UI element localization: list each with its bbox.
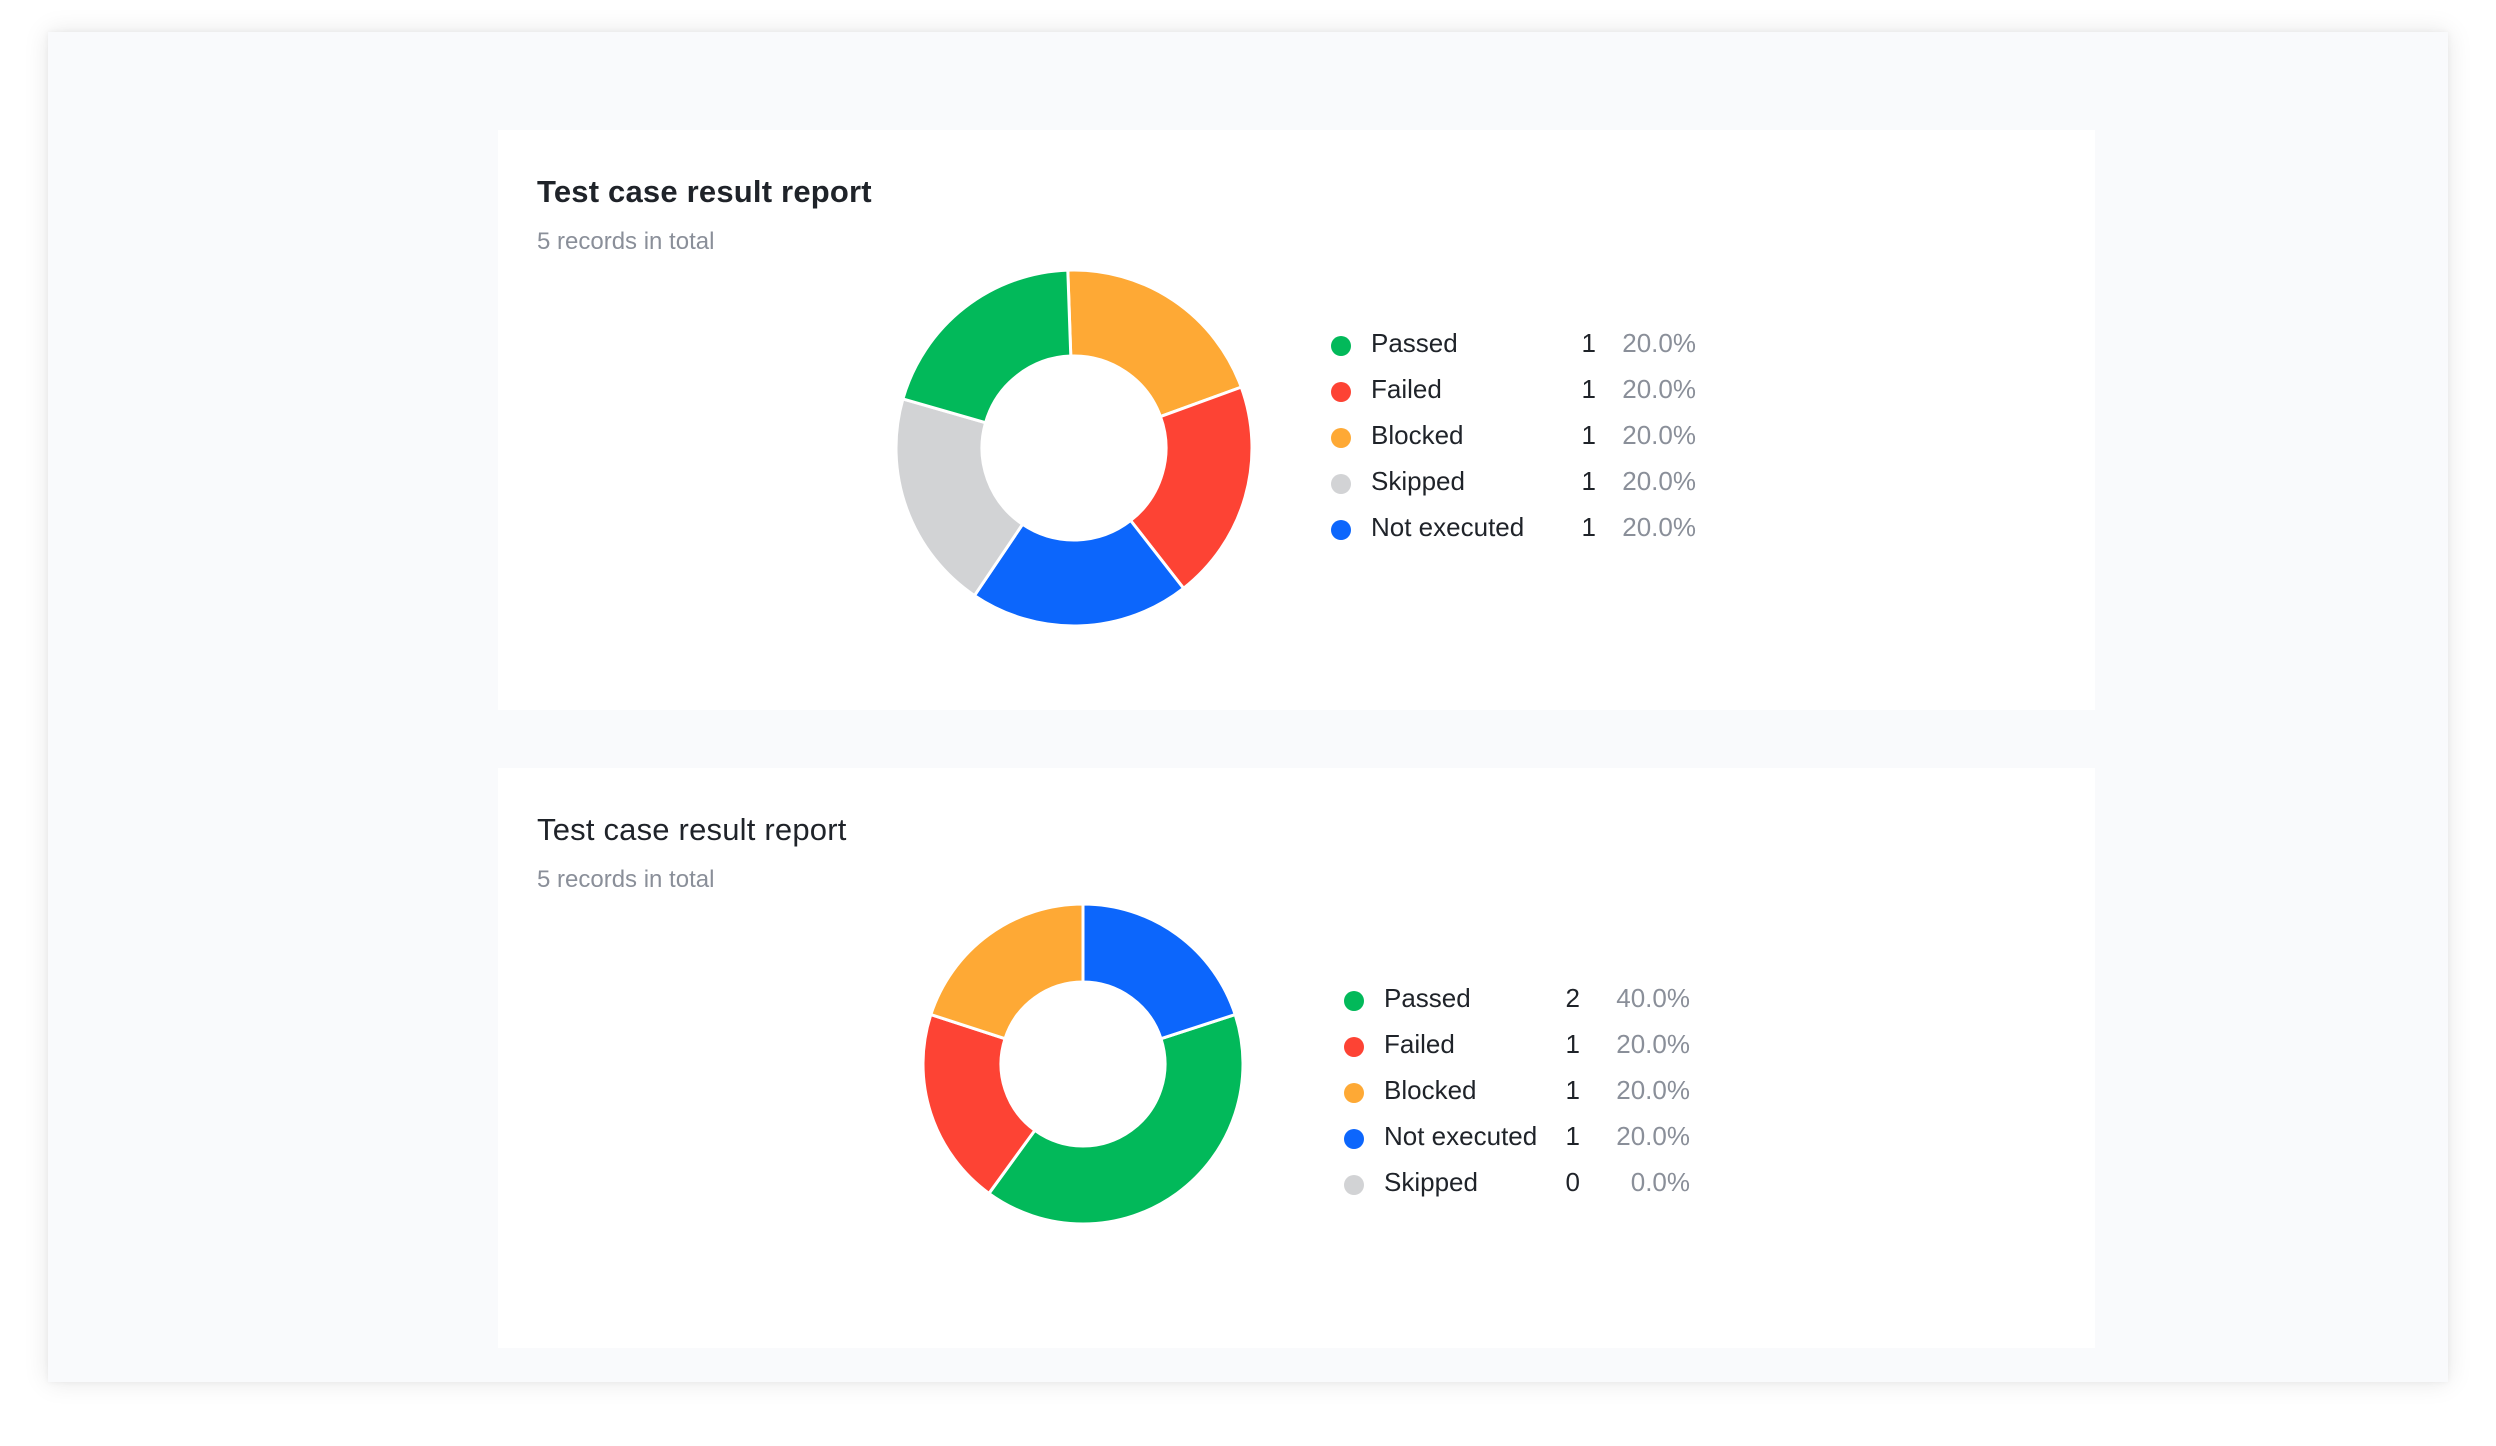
donut-slice-blocked[interactable] bbox=[1066, 268, 1243, 419]
legend-label: Not executed bbox=[1384, 1121, 1538, 1151]
legend-item[interactable]: Not executed 1 20.0% bbox=[1331, 510, 1771, 556]
legend-count: 1 bbox=[1581, 420, 1596, 450]
legend-percent: 40.0% bbox=[1616, 983, 1690, 1013]
donut-slice-passed[interactable] bbox=[987, 1013, 1245, 1226]
donut-chart bbox=[894, 268, 1254, 628]
donut-slice-skipped[interactable] bbox=[894, 397, 1025, 598]
chart-legend: Passed 2 40.0% Failed 1 20.0% Blocked 1 … bbox=[1344, 981, 1764, 1211]
legend-marker bbox=[1331, 474, 1351, 494]
legend-item[interactable]: Skipped 1 20.0% bbox=[1331, 464, 1771, 510]
legend-marker bbox=[1331, 336, 1351, 356]
records-total-text: 5 records in total bbox=[537, 228, 715, 255]
donut-slice-failed[interactable] bbox=[1129, 385, 1254, 590]
legend-marker bbox=[1344, 991, 1364, 1011]
legend-percent: 20.0% bbox=[1622, 374, 1696, 404]
legend-label: Passed bbox=[1371, 328, 1458, 358]
legend-marker bbox=[1344, 1175, 1364, 1195]
legend-label: Passed bbox=[1384, 983, 1471, 1013]
legend-item[interactable]: Blocked 1 20.0% bbox=[1344, 1073, 1764, 1119]
legend-item[interactable]: Not executed 1 20.0% bbox=[1344, 1119, 1764, 1165]
legend-item[interactable]: Failed 1 20.0% bbox=[1344, 1027, 1764, 1073]
legend-count: 1 bbox=[1581, 512, 1596, 542]
legend-item[interactable]: Failed 1 20.0% bbox=[1331, 372, 1771, 418]
legend-percent: 0.0% bbox=[1630, 1167, 1690, 1197]
result-report-card: Test case result report 5 records in tot… bbox=[498, 768, 2095, 1348]
legend-percent: 20.0% bbox=[1622, 328, 1696, 358]
chart-legend: Passed 1 20.0% Failed 1 20.0% Blocked 1 … bbox=[1331, 326, 1771, 556]
chart-title: Test case result report bbox=[537, 174, 872, 209]
legend-count: 0 bbox=[1565, 1167, 1580, 1197]
legend-count: 1 bbox=[1565, 1121, 1580, 1151]
legend-label: Skipped bbox=[1384, 1167, 1478, 1197]
donut-slice-blocked[interactable] bbox=[929, 902, 1085, 1041]
legend-count: 1 bbox=[1565, 1075, 1580, 1105]
legend-marker bbox=[1344, 1037, 1364, 1057]
legend-label: Failed bbox=[1384, 1029, 1455, 1059]
legend-percent: 20.0% bbox=[1616, 1075, 1690, 1105]
legend-label: Not executed bbox=[1371, 512, 1525, 542]
legend-label: Blocked bbox=[1384, 1075, 1477, 1105]
legend-count: 1 bbox=[1565, 1029, 1580, 1059]
legend-count: 1 bbox=[1581, 328, 1596, 358]
legend-count: 1 bbox=[1581, 374, 1596, 404]
legend-item[interactable]: Passed 2 40.0% bbox=[1344, 981, 1764, 1027]
legend-marker bbox=[1344, 1083, 1364, 1103]
legend-count: 1 bbox=[1581, 466, 1596, 496]
records-total-text: 5 records in total bbox=[537, 866, 715, 893]
legend-marker bbox=[1344, 1129, 1364, 1149]
chart-title: Test case result report bbox=[537, 812, 847, 847]
legend-item[interactable]: Blocked 1 20.0% bbox=[1331, 418, 1771, 464]
donut-chart bbox=[921, 902, 1245, 1226]
legend-percent: 20.0% bbox=[1622, 420, 1696, 450]
legend-count: 2 bbox=[1565, 983, 1580, 1013]
legend-percent: 20.0% bbox=[1622, 512, 1696, 542]
legend-percent: 20.0% bbox=[1616, 1029, 1690, 1059]
legend-item[interactable]: Skipped 0 0.0% bbox=[1344, 1165, 1764, 1211]
report-panel: Test case result report 5 records in tot… bbox=[48, 32, 2448, 1382]
legend-marker bbox=[1331, 520, 1351, 540]
donut-slice-not-executed[interactable] bbox=[1081, 902, 1237, 1041]
donut-slice-passed[interactable] bbox=[901, 268, 1073, 425]
result-report-card: Test case result report 5 records in tot… bbox=[498, 130, 2095, 710]
legend-label: Failed bbox=[1371, 374, 1442, 404]
legend-label: Skipped bbox=[1371, 466, 1465, 496]
legend-marker bbox=[1331, 428, 1351, 448]
legend-marker bbox=[1331, 382, 1351, 402]
donut-slice-failed[interactable] bbox=[921, 1013, 1037, 1195]
donut-slice-not-executed[interactable] bbox=[972, 518, 1186, 628]
legend-item[interactable]: Passed 1 20.0% bbox=[1331, 326, 1771, 372]
legend-percent: 20.0% bbox=[1616, 1121, 1690, 1151]
legend-label: Blocked bbox=[1371, 420, 1464, 450]
legend-percent: 20.0% bbox=[1622, 466, 1696, 496]
